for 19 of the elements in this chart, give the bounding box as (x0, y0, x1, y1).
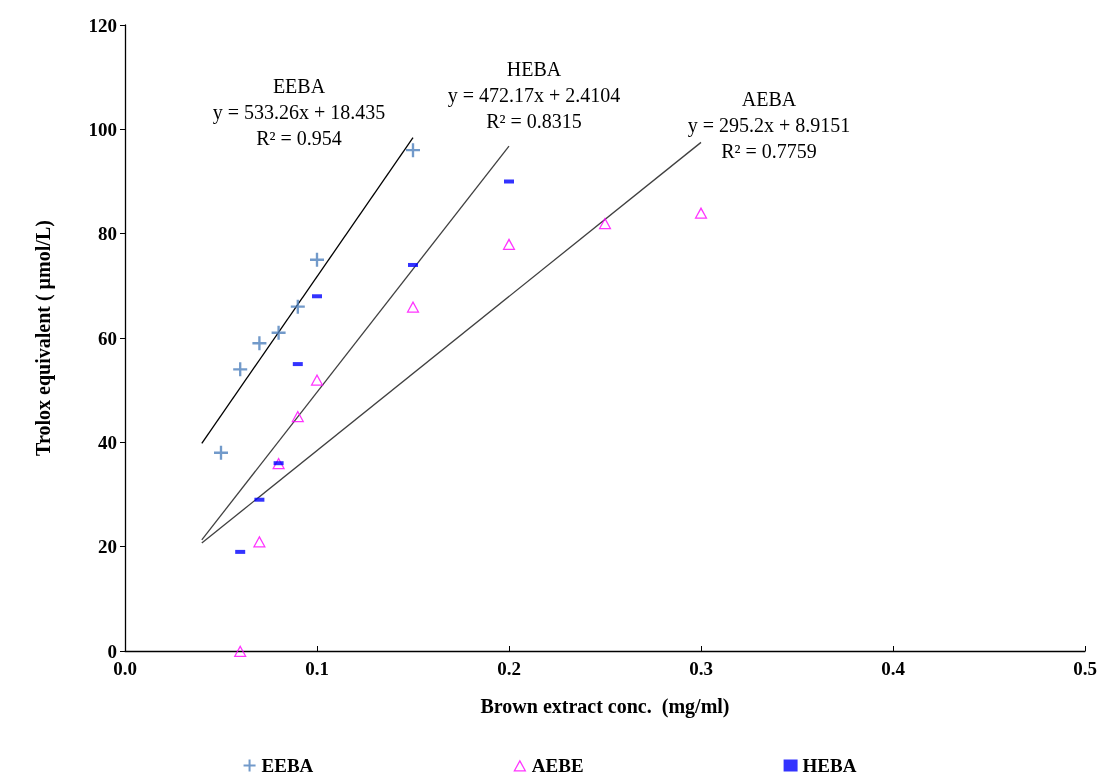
y-tick-label: 80 (98, 223, 117, 245)
x-tick-label: 0.2 (497, 658, 521, 679)
x-tick-label: 0.5 (1073, 658, 1097, 679)
y-tick-label: 40 (98, 431, 117, 453)
annotation: EEBA y = 533.26x + 18.435 R² = 0.954 (212, 74, 386, 149)
y-axis-title: Trolox equivalent ( µmol/L) (32, 220, 55, 456)
x-axis-title: Brown extract conc. (mg/ml) (480, 695, 730, 718)
legend-label: AEBE (531, 755, 584, 776)
annotation: AEBA y = 295.2x + 8.9151 R² = 0.7759 (687, 88, 851, 163)
legend-label: HEBA (802, 755, 857, 776)
y-tick-label: 60 (98, 327, 117, 349)
y-tick-label: 120 (88, 14, 117, 36)
x-tick-label: 0.1 (305, 658, 329, 679)
y-tick-label: 100 (88, 118, 117, 140)
legend-label: EEBA (261, 755, 314, 776)
y-tick-label: 20 (98, 536, 117, 558)
annotation: HEBA y = 472.17x + 2.4104 R² = 0.8315 (447, 58, 621, 133)
x-tick-label: 0.4 (881, 658, 906, 679)
x-tick-label: 0.3 (689, 658, 713, 679)
